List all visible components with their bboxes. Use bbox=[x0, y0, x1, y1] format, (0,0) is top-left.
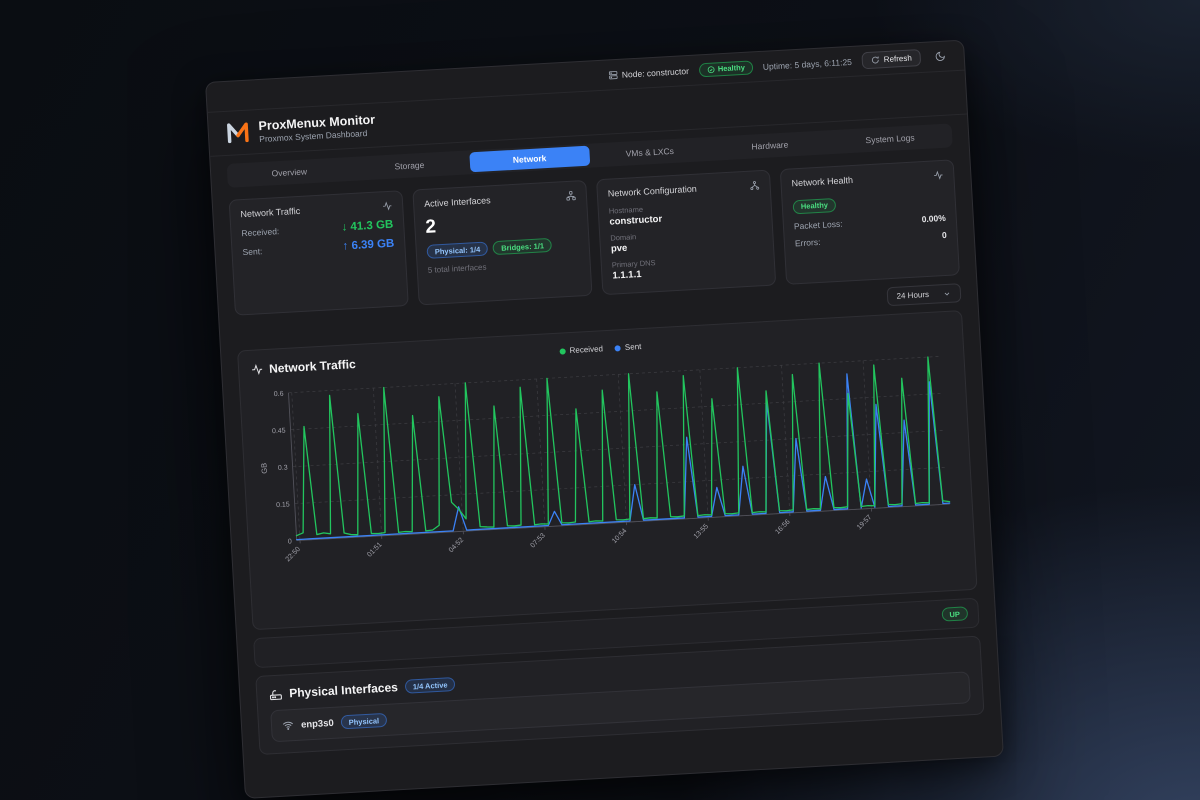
network-configuration-card: Network Configuration Hostname construct… bbox=[596, 169, 777, 296]
svg-text:19:57: 19:57 bbox=[856, 514, 873, 531]
network-tree-icon bbox=[749, 180, 760, 191]
activity-icon bbox=[251, 363, 264, 376]
router-icon bbox=[269, 687, 283, 701]
dashboard-window: Node: constructor Healthy Uptime: 5 days… bbox=[205, 39, 1004, 799]
received-value: ↓ 41.3 GB bbox=[341, 218, 394, 234]
svg-text:0.15: 0.15 bbox=[276, 501, 290, 509]
svg-text:GB: GB bbox=[259, 463, 269, 474]
physical-interfaces-header: Physical Interfaces 1/4 Active bbox=[269, 648, 969, 701]
time-range-select[interactable]: 24 Hours bbox=[886, 283, 962, 307]
card-title: Network Configuration bbox=[607, 183, 698, 199]
card-title: Active Interfaces bbox=[423, 195, 491, 209]
interface-type-badge: Physical bbox=[340, 712, 388, 730]
section-title: Physical Interfaces bbox=[288, 680, 399, 701]
interface-row-enp3s0[interactable]: enp3s0 Physical bbox=[270, 671, 971, 743]
sent-dot bbox=[614, 344, 622, 352]
svg-text:01:51: 01:51 bbox=[366, 541, 383, 558]
time-range-value: 24 Hours bbox=[896, 289, 930, 301]
node-label: Node: constructor bbox=[621, 65, 690, 80]
stat-cards-row: Network Traffic Received: ↓ 41.3 GB Sent:… bbox=[228, 159, 960, 316]
tab-network[interactable]: Network bbox=[468, 145, 591, 173]
active-interfaces-card: Active Interfaces 2 Physical: 1/4 Bridge… bbox=[412, 179, 593, 306]
svg-text:04:52: 04:52 bbox=[448, 537, 465, 554]
network-traffic-card: Network Traffic Received: ↓ 41.3 GB Sent:… bbox=[228, 190, 409, 316]
svg-text:0.3: 0.3 bbox=[278, 464, 288, 472]
active-count-badge: 1/4 Active bbox=[404, 676, 456, 694]
errors-label: Errors: bbox=[794, 236, 821, 249]
physical-interfaces-section: Physical Interfaces 1/4 Active enp3s0 Ph… bbox=[255, 635, 985, 755]
tab-vms-lxcs[interactable]: VMs & LXCs bbox=[625, 145, 675, 159]
tab-overview[interactable]: Overview bbox=[271, 166, 308, 179]
tab-storage[interactable]: Storage bbox=[394, 159, 425, 172]
refresh-button[interactable]: Refresh bbox=[861, 49, 922, 70]
tab-system-logs[interactable]: System Logs bbox=[865, 132, 915, 146]
theme-toggle-button[interactable] bbox=[930, 48, 950, 64]
svg-text:13:55: 13:55 bbox=[693, 523, 710, 540]
up-status-badge: UP bbox=[941, 606, 969, 622]
svg-text:0.6: 0.6 bbox=[274, 391, 284, 399]
chart-header: Network Traffic Received Sent bbox=[251, 324, 951, 377]
chart-title: Network Traffic bbox=[251, 357, 356, 377]
legend-received: Received bbox=[559, 344, 603, 355]
errors-value: 0 bbox=[941, 229, 947, 241]
activity-icon bbox=[382, 201, 393, 212]
server-icon bbox=[608, 69, 619, 80]
svg-text:16:56: 16:56 bbox=[774, 518, 791, 535]
card-title: Network Traffic bbox=[240, 205, 301, 220]
time-range-row: 24 Hours bbox=[236, 283, 962, 342]
interface-name: enp3s0 bbox=[300, 717, 335, 731]
packet-loss-value: 0.00% bbox=[921, 212, 947, 225]
health-badge: Healthy bbox=[792, 197, 837, 214]
chevron-down-icon bbox=[943, 289, 951, 297]
physical-count-badge: Physical: 1/4 bbox=[426, 241, 489, 259]
tab-hardware[interactable]: Hardware bbox=[751, 139, 789, 152]
wifi-icon bbox=[282, 719, 295, 732]
brand-header: ProxMenux Monitor Proxmox System Dashboa… bbox=[207, 70, 968, 157]
svg-text:10:54: 10:54 bbox=[611, 528, 628, 545]
svg-text:0.45: 0.45 bbox=[272, 428, 286, 436]
svg-text:22:50: 22:50 bbox=[285, 546, 302, 563]
top-utility-bar: Node: constructor Healthy Uptime: 5 days… bbox=[206, 40, 965, 113]
sent-value: ↑ 6.39 GB bbox=[342, 237, 395, 253]
sent-label: Sent: bbox=[242, 246, 263, 258]
brand-text: ProxMenux Monitor Proxmox System Dashboa… bbox=[258, 112, 376, 143]
card-title: Network Health bbox=[791, 174, 854, 189]
moon-icon bbox=[934, 51, 946, 63]
health-status-badge: Healthy bbox=[698, 59, 754, 77]
check-circle-icon bbox=[707, 65, 715, 73]
network-health-card: Network Health Healthy Packet Loss: 0.00%… bbox=[779, 159, 960, 285]
activity-icon bbox=[933, 170, 944, 181]
active-interfaces-count: 2 bbox=[424, 216, 437, 238]
proxmenux-logo bbox=[224, 119, 251, 146]
network-icon bbox=[566, 190, 577, 201]
bridges-count-badge: Bridges: 1/1 bbox=[492, 237, 553, 256]
total-interfaces-note: 5 total interfaces bbox=[427, 262, 487, 275]
chart-legend: Received Sent bbox=[559, 342, 642, 356]
uptime-text: Uptime: 5 days, 6:11:25 bbox=[762, 56, 853, 72]
svg-text:0: 0 bbox=[288, 538, 292, 545]
received-dot bbox=[559, 347, 566, 355]
packet-loss-label: Packet Loss: bbox=[793, 218, 843, 232]
traffic-chart-svg: 0 0.15 0.3 0.45 0.6 22:50 01:51 04:52 07:53 10:54… bbox=[259, 355, 951, 563]
received-label: Received: bbox=[241, 226, 280, 239]
node-indicator: Node: constructor bbox=[608, 65, 690, 80]
svg-text:07:53: 07:53 bbox=[529, 532, 546, 549]
network-traffic-chart-card: Network Traffic Received Sent 0 0.15 0.3 0.… bbox=[237, 310, 978, 631]
refresh-icon bbox=[871, 55, 880, 64]
legend-sent: Sent bbox=[614, 342, 642, 352]
